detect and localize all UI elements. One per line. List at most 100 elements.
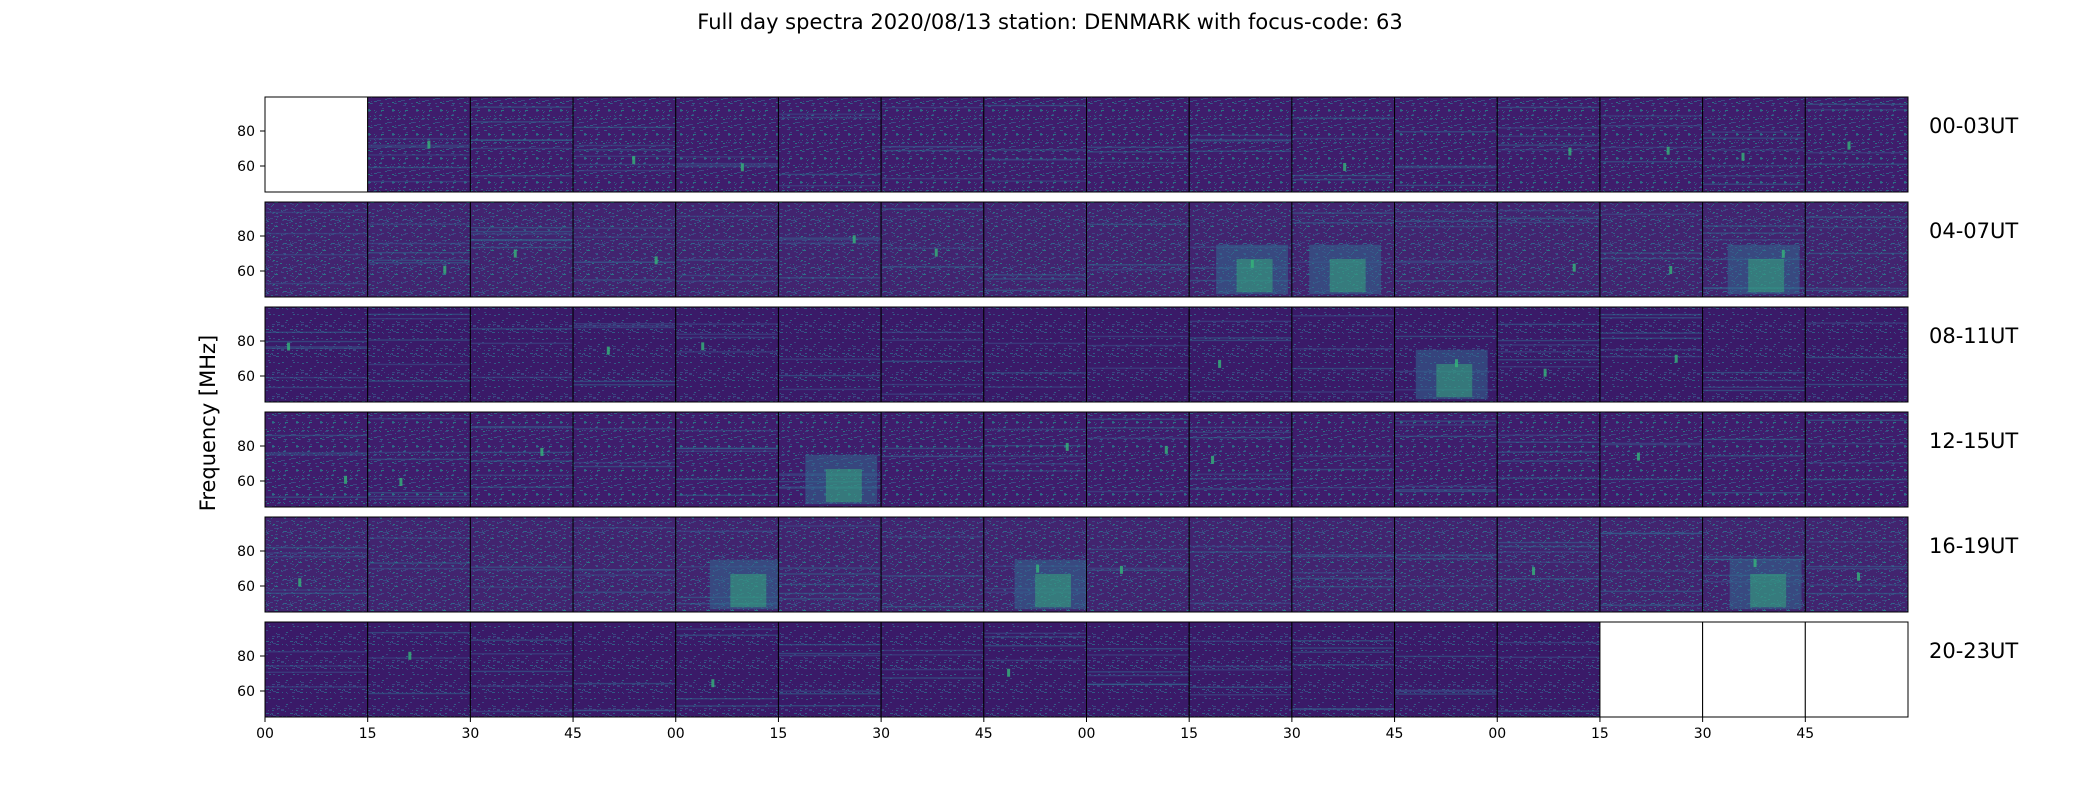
spectrum-panel bbox=[1702, 412, 1806, 507]
spectrum-panel bbox=[1189, 97, 1292, 192]
spectrum-panel bbox=[367, 517, 471, 612]
spectrum-panel bbox=[881, 202, 984, 297]
spectrum-panel bbox=[1805, 412, 1908, 507]
page-title: Full day spectra 2020/08/13 station: DEN… bbox=[697, 10, 1403, 34]
y-tick-label: 60 bbox=[237, 579, 255, 595]
spectrum-panel bbox=[1599, 202, 1703, 297]
spectrum-panel bbox=[983, 622, 1087, 717]
spectrum-panel bbox=[881, 412, 984, 507]
spectrum-panel bbox=[675, 622, 779, 717]
spectrum-panel bbox=[1805, 517, 1908, 612]
spectrum-panel bbox=[881, 97, 984, 192]
spectrum-panel bbox=[573, 412, 676, 507]
spectrum-panel bbox=[1805, 307, 1908, 402]
spectra-row: 80 60 20-23UT bbox=[237, 621, 2018, 718]
spectrum-panel bbox=[367, 202, 471, 297]
spectrum-panel bbox=[1189, 412, 1292, 507]
spectrum-panel bbox=[1394, 412, 1498, 507]
spectrum-panel bbox=[470, 97, 574, 192]
x-tick-label: 00 bbox=[256, 726, 274, 742]
spectrum-panel bbox=[1291, 412, 1395, 507]
spectrum-panel bbox=[881, 517, 984, 612]
spectrum-panel bbox=[1702, 97, 1806, 192]
spectrum-panel bbox=[1497, 202, 1600, 297]
y-tick-label: 80 bbox=[237, 229, 255, 245]
spectrum-panel bbox=[1291, 517, 1395, 612]
y-tick-label: 60 bbox=[237, 684, 255, 700]
x-tick-label: 00 bbox=[667, 726, 685, 742]
spectrum-panel bbox=[1086, 202, 1190, 297]
y-tick-label: 80 bbox=[237, 649, 255, 665]
spectrum-panel bbox=[1805, 202, 1908, 297]
spectra-row: 80 60 04-07UT bbox=[237, 201, 2018, 298]
spectrum-panel bbox=[778, 202, 882, 297]
row-label: 20-23UT bbox=[1929, 639, 2018, 663]
x-tick-label: 30 bbox=[872, 726, 890, 742]
spectrum-panel bbox=[983, 202, 1087, 297]
spectrum-panel bbox=[778, 517, 882, 612]
spectra-row: 80 60 16-19UT bbox=[237, 516, 2018, 613]
spectrum-panel bbox=[1599, 517, 1703, 612]
y-tick-label: 60 bbox=[237, 264, 255, 280]
spectrum-panel bbox=[1599, 412, 1703, 507]
x-tick-label: 15 bbox=[1591, 726, 1609, 742]
spectrum-panel bbox=[1086, 97, 1190, 192]
x-tick-label: 45 bbox=[975, 726, 993, 742]
spectrum-panel bbox=[367, 307, 471, 402]
spectrum-panel bbox=[983, 412, 1087, 507]
x-tick-label: 30 bbox=[1694, 726, 1712, 742]
row-label: 12-15UT bbox=[1929, 429, 2018, 453]
spectrum-panel bbox=[265, 307, 368, 402]
x-tick-label: 15 bbox=[359, 726, 377, 742]
spectrum-panel bbox=[1394, 202, 1498, 297]
spectrum-panel bbox=[1394, 622, 1498, 717]
spectrum-panel bbox=[1497, 517, 1600, 612]
spectrum-panel-empty bbox=[264, 96, 369, 193]
spectrum-panel bbox=[367, 97, 471, 192]
y-tick-label: 80 bbox=[237, 124, 255, 140]
spectrum-panel bbox=[675, 307, 779, 402]
spectrum-panel bbox=[265, 622, 368, 717]
spectrum-panel bbox=[1497, 622, 1600, 717]
spectrum-panel bbox=[1291, 307, 1395, 402]
spectrum-panel bbox=[778, 622, 882, 717]
spectrum-panel bbox=[1497, 307, 1600, 402]
row-label: 16-19UT bbox=[1929, 534, 2018, 558]
spectrum-panel bbox=[983, 307, 1087, 402]
x-tick-label: 00 bbox=[1488, 726, 1506, 742]
spectrum-panel bbox=[573, 202, 676, 297]
spectrum-panel bbox=[1189, 307, 1292, 402]
y-tick-label: 60 bbox=[237, 474, 255, 490]
spectrum-panel bbox=[1086, 307, 1190, 402]
spectrum-panel bbox=[1086, 622, 1190, 717]
x-tick-label: 45 bbox=[1796, 726, 1814, 742]
x-tick-label: 15 bbox=[770, 726, 788, 742]
spectrum-panel bbox=[881, 307, 984, 402]
spectrum-panel bbox=[470, 202, 574, 297]
spectrum-panel bbox=[573, 622, 676, 717]
spectrum-panel bbox=[470, 517, 574, 612]
spectrum-panel bbox=[1805, 97, 1908, 192]
y-axis-label: Frequency [MHz] bbox=[196, 335, 220, 511]
spectra-row: 80 60 00-03UT bbox=[237, 96, 2018, 193]
spectra-row: 80 60 08-11UT bbox=[237, 306, 2018, 403]
spectrum-panel-empty bbox=[1804, 621, 1909, 718]
spectrum-panel bbox=[1394, 517, 1498, 612]
spectrum-panel bbox=[470, 307, 574, 402]
y-tick-label: 80 bbox=[237, 439, 255, 455]
spectrum-panel bbox=[1291, 97, 1395, 192]
x-tick-label: 45 bbox=[1386, 726, 1404, 742]
spectrum-panel bbox=[1599, 97, 1703, 192]
spectrum-panel-empty bbox=[1702, 621, 1806, 718]
spectrum-panel bbox=[983, 97, 1087, 192]
spectrum-panel bbox=[573, 97, 676, 192]
spectrum-panel bbox=[778, 307, 882, 402]
row-label: 04-07UT bbox=[1929, 219, 2018, 243]
spectrum-panel-empty bbox=[1599, 621, 1704, 718]
spectrum-panel bbox=[367, 622, 471, 717]
spectrum-panel bbox=[778, 97, 882, 192]
x-tick-label: 30 bbox=[461, 726, 479, 742]
spectrum-panel bbox=[470, 622, 574, 717]
spectrum-panel bbox=[265, 202, 368, 297]
